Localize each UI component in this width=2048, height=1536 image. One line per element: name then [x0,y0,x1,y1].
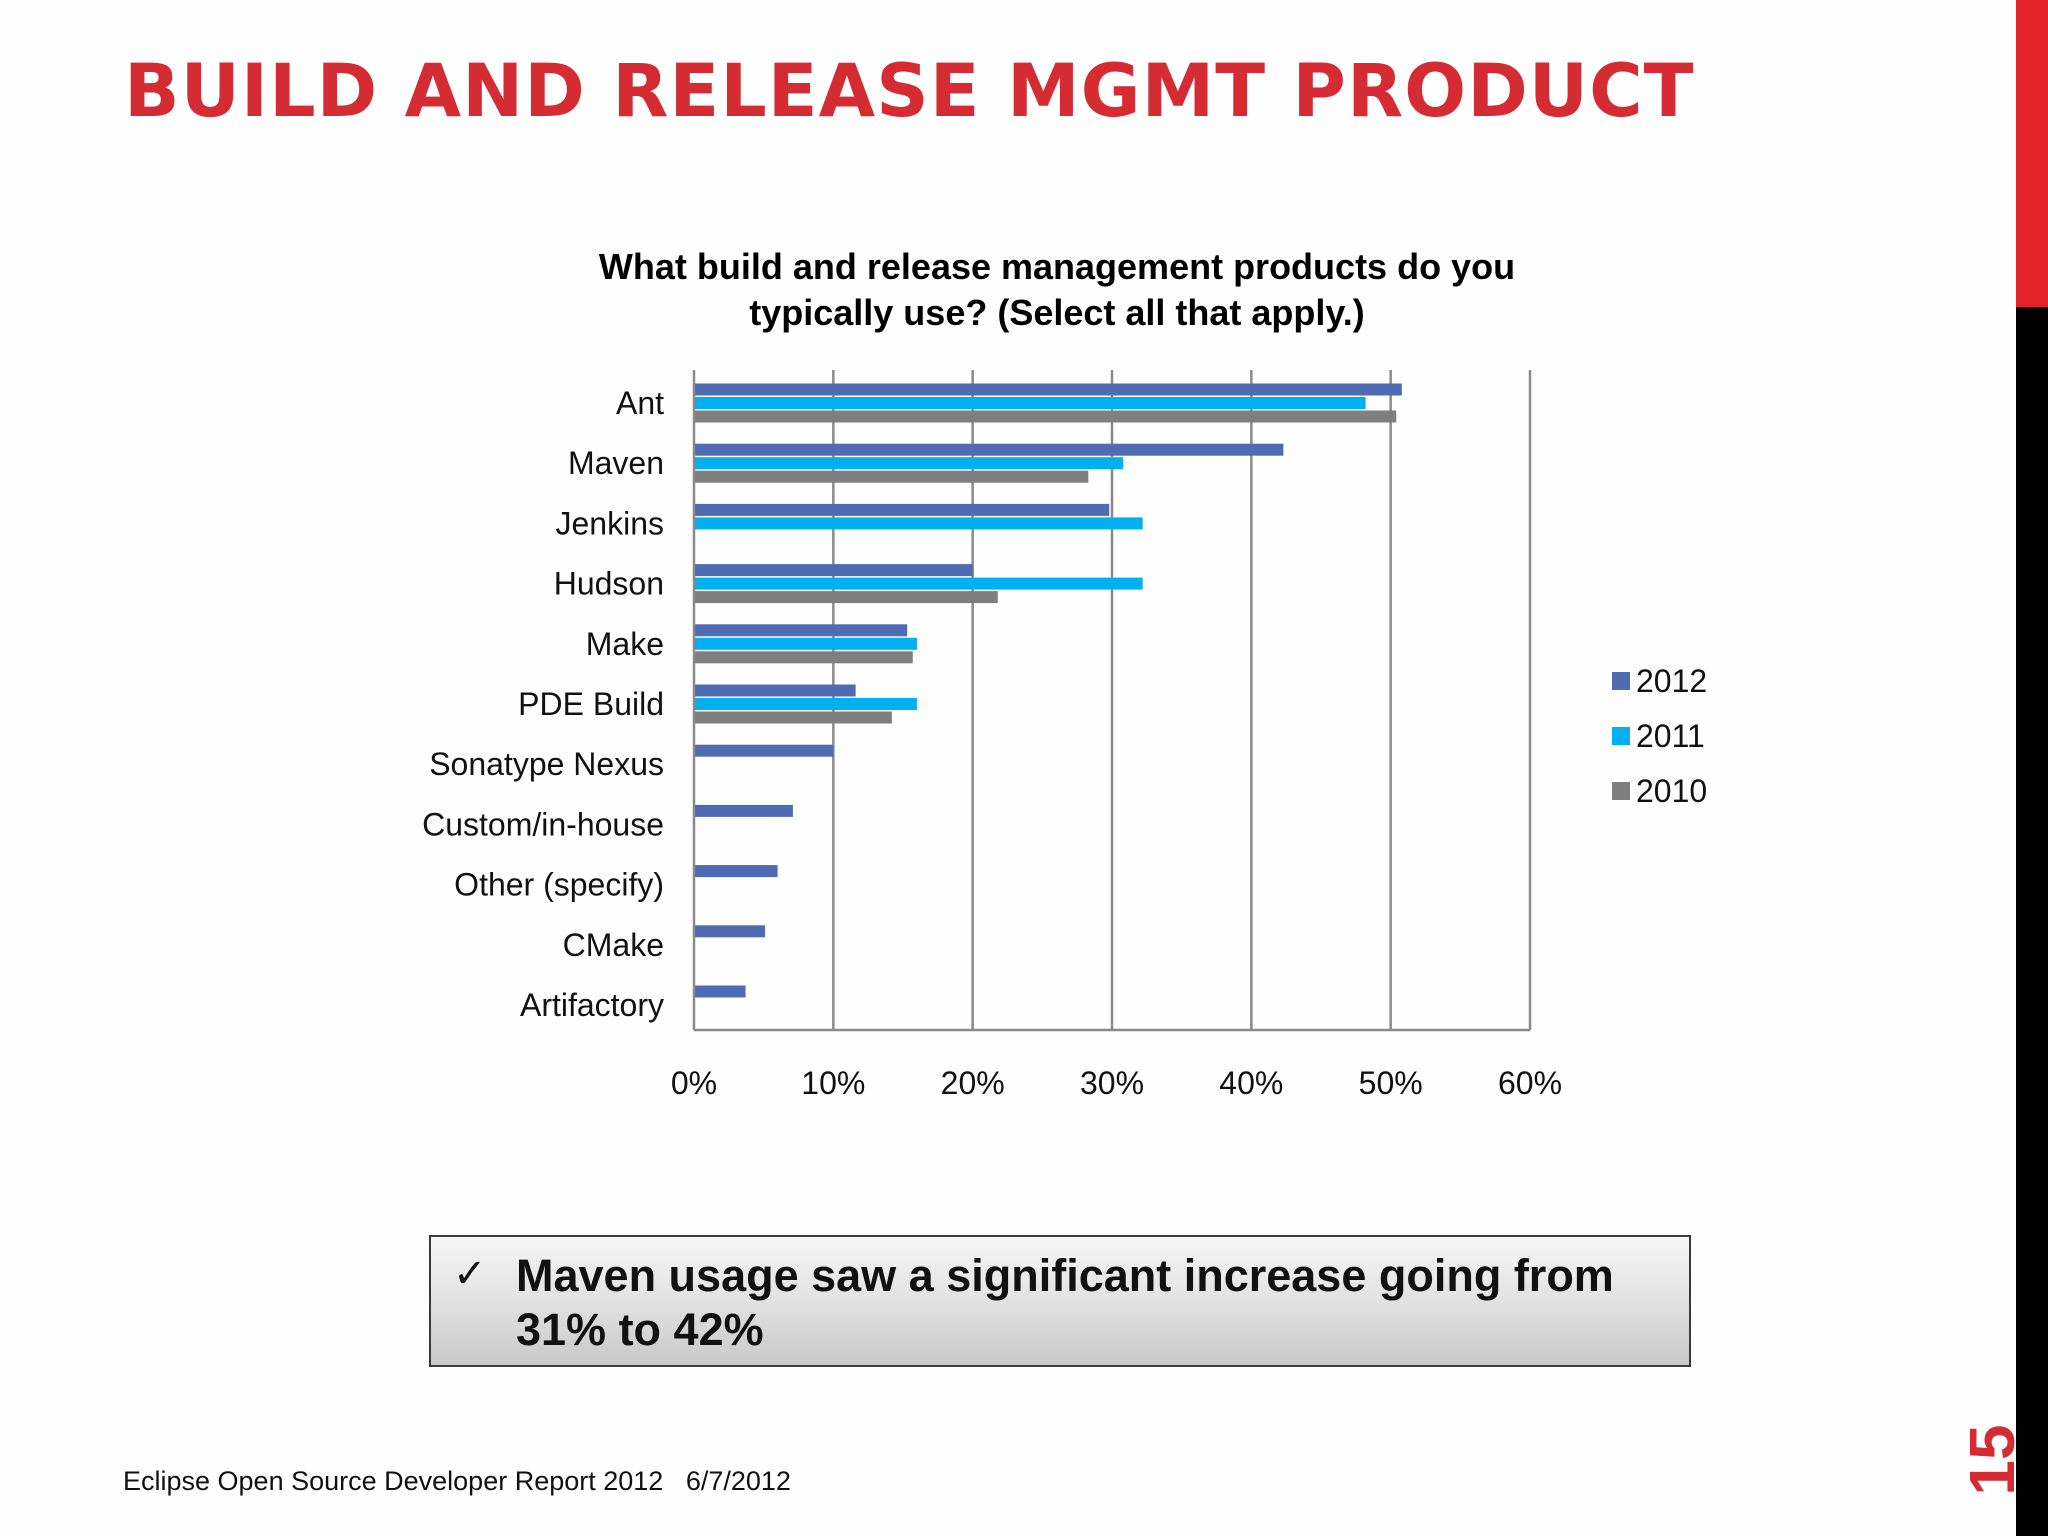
category-label: CMake [563,927,664,963]
x-tick-label: 50% [1359,1065,1423,1101]
category-label: Maven [568,445,664,481]
x-tick-label: 30% [1080,1065,1144,1101]
sidebar-accent-red [2016,0,2048,307]
bar-2012-maven [694,443,1284,456]
bar-2010-pde-build [694,711,892,724]
category-labels: Ant Maven Jenkins Hudson Make PDE Build Sonaty… [422,385,664,1023]
category-label: Artifactory [520,987,664,1023]
chart-title: What build and release management produc… [599,246,1515,333]
legend-label-2012: 2012 [1636,663,1707,699]
x-tick-labels: 0% 10% 20% 30% 40% 50% 60% [671,1065,1562,1101]
x-tick-label: 40% [1219,1065,1283,1101]
bar-2012-cmake [694,925,766,938]
category-label: Custom/in-house [422,806,664,842]
category-label: Hudson [554,566,664,602]
sidebar-accent-black [2016,307,2048,1536]
legend: 2012 2011 2010 [1612,663,1707,809]
bar-2010-ant [694,410,1397,423]
chart-title-line-2: typically use? (Select all that apply.) [749,292,1365,333]
bars [694,383,1402,998]
bar-2012-artifactory [694,985,746,998]
legend-label-2011: 2011 [1636,718,1705,754]
bar-2012-make [694,624,908,637]
category-label: Make [586,626,664,662]
x-tick-label: 60% [1498,1065,1562,1101]
bar-2010-make [694,651,913,664]
chart-title-line-1: What build and release management produc… [599,246,1515,287]
footer-text: Eclipse Open Source Developer Report 201… [123,1466,791,1496]
bar-2012-jenkins [694,503,1110,516]
bar-2012-sonatype-nexus [694,744,834,757]
x-tick-label: 0% [671,1065,717,1101]
legend-swatch-2012 [1612,672,1630,690]
legend-swatch-2010 [1612,782,1630,800]
bar-2010-hudson [694,591,998,604]
bar-2011-maven [694,457,1124,470]
callout-box: ✓ Maven usage saw a significant increase… [429,1235,1691,1367]
category-label: PDE Build [518,686,664,722]
bar-2011-pde-build [694,698,917,710]
category-label: Ant [616,385,664,421]
bar-2012-hudson [694,564,973,577]
bar-2011-hudson [694,577,1143,590]
category-label: Other (specify) [454,867,664,903]
legend-label-2010: 2010 [1636,773,1707,809]
bar-2012-pde-build [694,684,856,697]
checkmark-icon: ✓ [453,1251,487,1297]
legend-swatch-2011 [1612,727,1630,745]
x-tick-label: 10% [801,1065,865,1101]
slide-title: BUILD AND RELEASE MGMT PRODUCT [124,49,1695,134]
bar-2012-custom-in-house [694,804,793,817]
bar-2012-other-specify- [694,865,778,878]
callout-text: Maven usage saw a significant increase g… [516,1250,1614,1355]
category-label: Jenkins [556,505,665,541]
bar-2011-make [694,637,917,650]
x-tick-label: 20% [941,1065,1005,1101]
bar-2012-ant [694,383,1402,396]
bar-2011-ant [694,397,1366,409]
bar-2011-jenkins [694,517,1143,530]
category-label: Sonatype Nexus [429,746,664,782]
axes [692,370,1530,1032]
bar-2010-maven [694,470,1089,483]
